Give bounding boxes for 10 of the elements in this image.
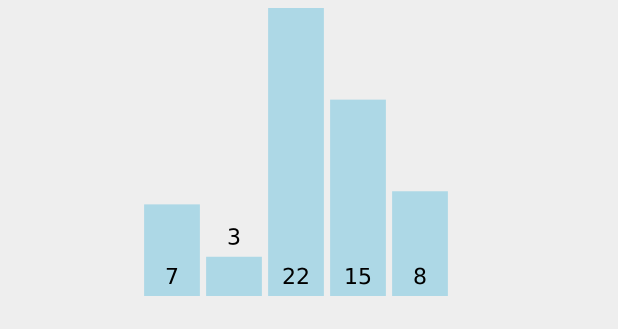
bar — [392, 191, 448, 296]
data-label: 22 — [282, 265, 310, 290]
bar — [144, 204, 200, 296]
bar — [268, 8, 324, 296]
data-label: 15 — [344, 265, 372, 290]
bar — [330, 100, 386, 296]
data-label: 8 — [413, 265, 427, 290]
data-label: 7 — [165, 265, 179, 290]
bar — [206, 256, 262, 296]
data-label: 3 — [227, 226, 241, 251]
